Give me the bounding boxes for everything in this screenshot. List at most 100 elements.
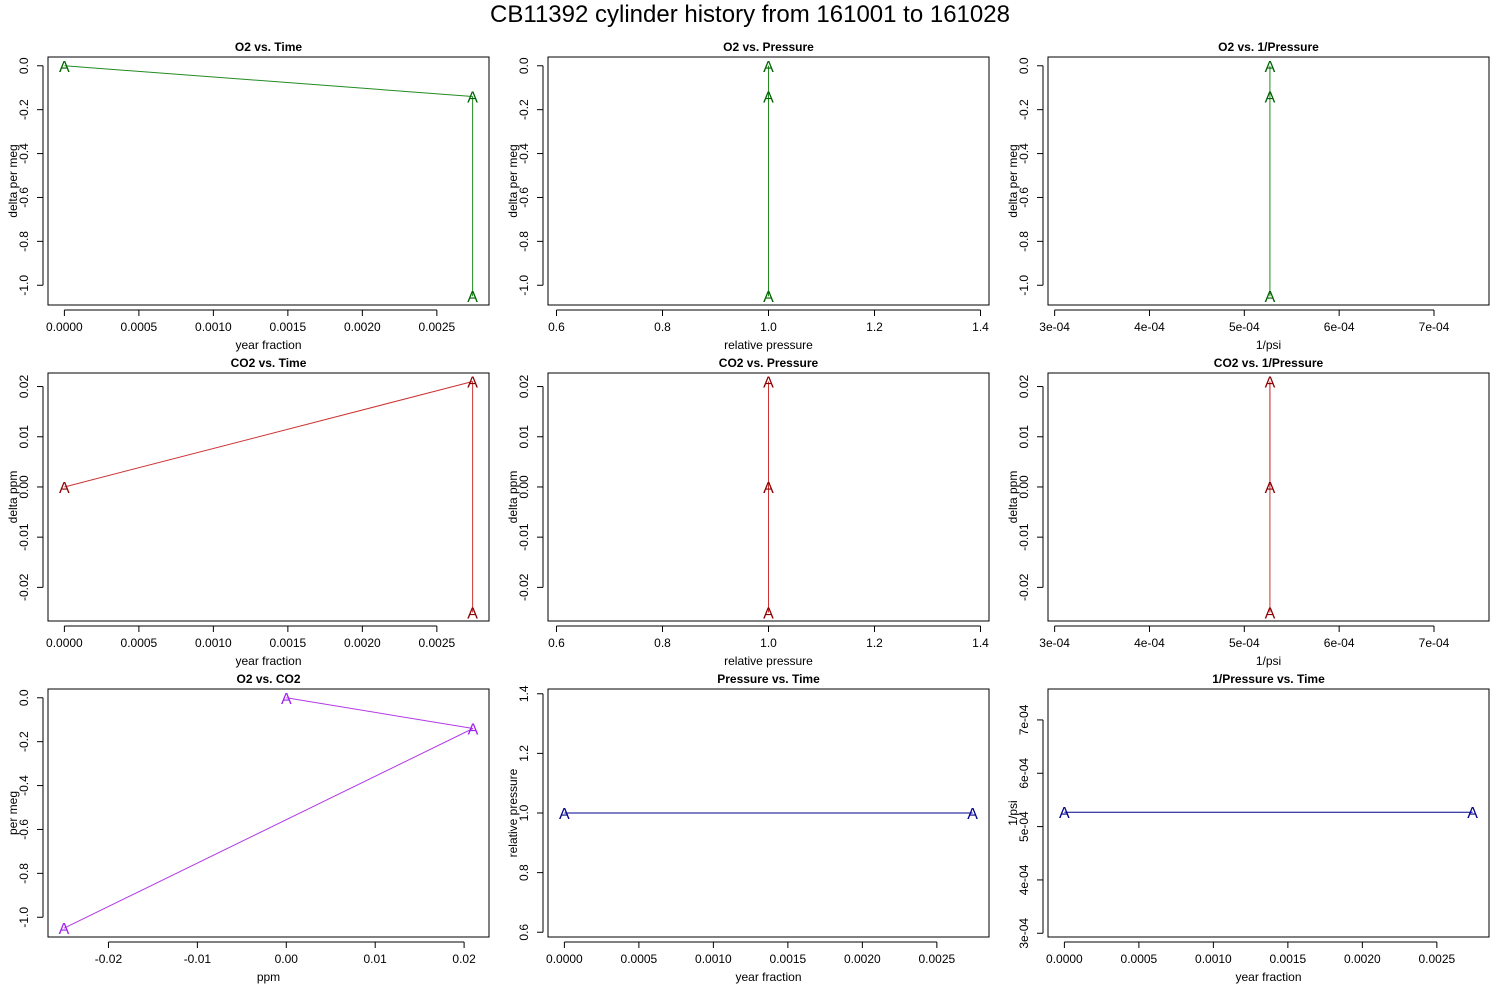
chart-panel-o2_time: O2 vs. Time 0.0000 0.0005 0.0010 0.0015 0.002… xyxy=(6,40,490,352)
y-tick-label: 0.01 xyxy=(17,425,31,449)
plot-frame xyxy=(47,56,490,306)
y-tick-label: 3e-04 xyxy=(1017,918,1031,949)
plot-frame xyxy=(47,372,490,622)
chart-panel-co2_invpressure: CO2 vs. 1/Pressure 3e-04 4e-04 5e-04 6e-04 7e… xyxy=(1006,356,1490,668)
x-tick-label: 4e-04 xyxy=(1134,320,1165,334)
y-tick-label: 0.00 xyxy=(517,475,531,499)
x-tick-label: 5e-04 xyxy=(1229,636,1260,650)
data-point-marker: A xyxy=(59,921,70,938)
chart-title: CO2 vs. Pressure xyxy=(719,356,819,370)
x-tick-label: 3e-04 xyxy=(1039,636,1070,650)
y-tick-label: -0.2 xyxy=(17,731,31,752)
x-tick-label: 0.0000 xyxy=(546,952,583,966)
y-tick-label: -0.4 xyxy=(17,775,31,796)
y-tick-label: -0.4 xyxy=(1017,143,1031,164)
x-tick-label: 0.0000 xyxy=(46,636,83,650)
chart-title: 1/Pressure vs. Time xyxy=(1212,672,1325,686)
x-tick-label: 0.0005 xyxy=(1121,952,1158,966)
x-tick-label: 0.0015 xyxy=(270,636,307,650)
chart-panel-invpressure_time: 1/Pressure vs. Time 0.0000 0.0005 0.0010 0.0… xyxy=(1006,672,1490,984)
y-axis-label: delta per meg xyxy=(6,144,20,217)
data-point-marker: A xyxy=(763,90,774,107)
y-tick-label: 1.4 xyxy=(517,685,531,702)
y-tick-label: 0.02 xyxy=(517,375,531,399)
y-tick-label: -0.4 xyxy=(17,143,31,164)
y-tick-label: 0.00 xyxy=(17,475,31,499)
x-tick-label: 0.0005 xyxy=(621,952,658,966)
y-axis-label: delta per meg xyxy=(506,144,520,217)
data-point-marker: A xyxy=(467,375,478,392)
data-point-marker: A xyxy=(1265,59,1276,76)
y-tick-label: -0.2 xyxy=(17,99,31,120)
data-point-marker: A xyxy=(1059,805,1070,822)
y-tick-label: -0.02 xyxy=(517,573,531,601)
chart-title: CO2 vs. Time xyxy=(231,356,307,370)
y-axis-label: delta ppm xyxy=(1006,471,1020,524)
y-tick-label: -0.8 xyxy=(517,231,531,252)
x-tick-label: -0.01 xyxy=(184,952,212,966)
data-point-marker: A xyxy=(467,289,478,306)
x-tick-label: 1.2 xyxy=(866,636,883,650)
x-tick-label: 0.01 xyxy=(364,952,388,966)
y-axis-label: per meg xyxy=(6,791,20,835)
y-tick-label: 0.02 xyxy=(17,375,31,399)
data-point-marker: A xyxy=(967,806,978,823)
x-tick-label: 0.0025 xyxy=(419,636,456,650)
x-tick-label: 0.6 xyxy=(548,320,565,334)
data-point-marker: A xyxy=(559,806,570,823)
x-tick-label: 1.4 xyxy=(972,320,989,334)
chart-panel-o2_pressure: O2 vs. Pressure 0.6 0.8 1.0 1.2 1.4 0.0 -0.2 -0.… xyxy=(506,40,990,352)
y-tick-label: -1.0 xyxy=(17,275,31,296)
y-tick-label: -0.6 xyxy=(517,187,531,208)
y-tick-label: -0.2 xyxy=(517,99,531,120)
x-axis-label: ppm xyxy=(257,970,280,984)
series-line-segment xyxy=(63,728,474,929)
page-title: CB11392 cylinder history from 161001 to … xyxy=(490,1,1010,28)
x-tick-label: 3e-04 xyxy=(1039,320,1070,334)
data-point-marker: A xyxy=(763,480,774,497)
data-point-marker: A xyxy=(1467,805,1478,822)
y-tick-label: 0.0 xyxy=(17,57,31,74)
series-line-segment xyxy=(286,697,474,729)
x-tick-label: 0.0025 xyxy=(419,320,456,334)
x-axis-label: 1/psi xyxy=(1256,654,1281,668)
y-axis-label: delta per meg xyxy=(1006,144,1020,217)
x-tick-label: 0.0000 xyxy=(1046,952,1083,966)
y-tick-label: -0.2 xyxy=(1017,99,1031,120)
chart-title: O2 vs. CO2 xyxy=(236,672,300,686)
x-axis-label: year fraction xyxy=(735,970,801,984)
chart-panel-co2_pressure: CO2 vs. Pressure 0.6 0.8 1.0 1.2 1.4 0.02 0.01 0… xyxy=(506,356,990,668)
data-point-marker: A xyxy=(1265,375,1276,392)
x-tick-label: 6e-04 xyxy=(1324,320,1355,334)
y-tick-label: -0.8 xyxy=(17,231,31,252)
data-point-marker: A xyxy=(467,605,478,622)
series-line-segment xyxy=(64,381,473,488)
x-tick-label: 0.0015 xyxy=(1270,952,1307,966)
x-tick-label: 0.0010 xyxy=(1195,952,1232,966)
chart-title: O2 vs. Pressure xyxy=(723,40,814,54)
y-tick-label: 0.00 xyxy=(1017,475,1031,499)
data-point-marker: A xyxy=(763,375,774,392)
plot-frame xyxy=(1047,688,1490,938)
x-tick-label: 0.0020 xyxy=(844,952,881,966)
x-axis-label: year fraction xyxy=(1235,970,1301,984)
y-tick-label: 1.2 xyxy=(517,745,531,762)
y-axis-label: delta ppm xyxy=(506,471,520,524)
y-tick-label: -1.0 xyxy=(17,907,31,928)
chart-title: O2 vs. Time xyxy=(235,40,302,54)
x-tick-label: 1.2 xyxy=(866,320,883,334)
y-tick-label: 0.01 xyxy=(1017,425,1031,449)
x-tick-label: 0.0010 xyxy=(195,320,232,334)
data-point-marker: A xyxy=(59,59,70,76)
x-tick-label: 0.8 xyxy=(654,320,671,334)
x-tick-label: 7e-04 xyxy=(1419,320,1450,334)
x-tick-label: 0.0005 xyxy=(121,320,158,334)
x-tick-label: 1.0 xyxy=(760,636,777,650)
y-tick-label: 0.02 xyxy=(1017,375,1031,399)
x-tick-label: 0.0015 xyxy=(270,320,307,334)
x-tick-label: 0.6 xyxy=(548,636,565,650)
x-axis-label: 1/psi xyxy=(1256,338,1281,352)
x-tick-label: 0.0025 xyxy=(919,952,956,966)
x-tick-label: 0.0020 xyxy=(344,636,381,650)
data-point-marker: A xyxy=(467,90,478,107)
